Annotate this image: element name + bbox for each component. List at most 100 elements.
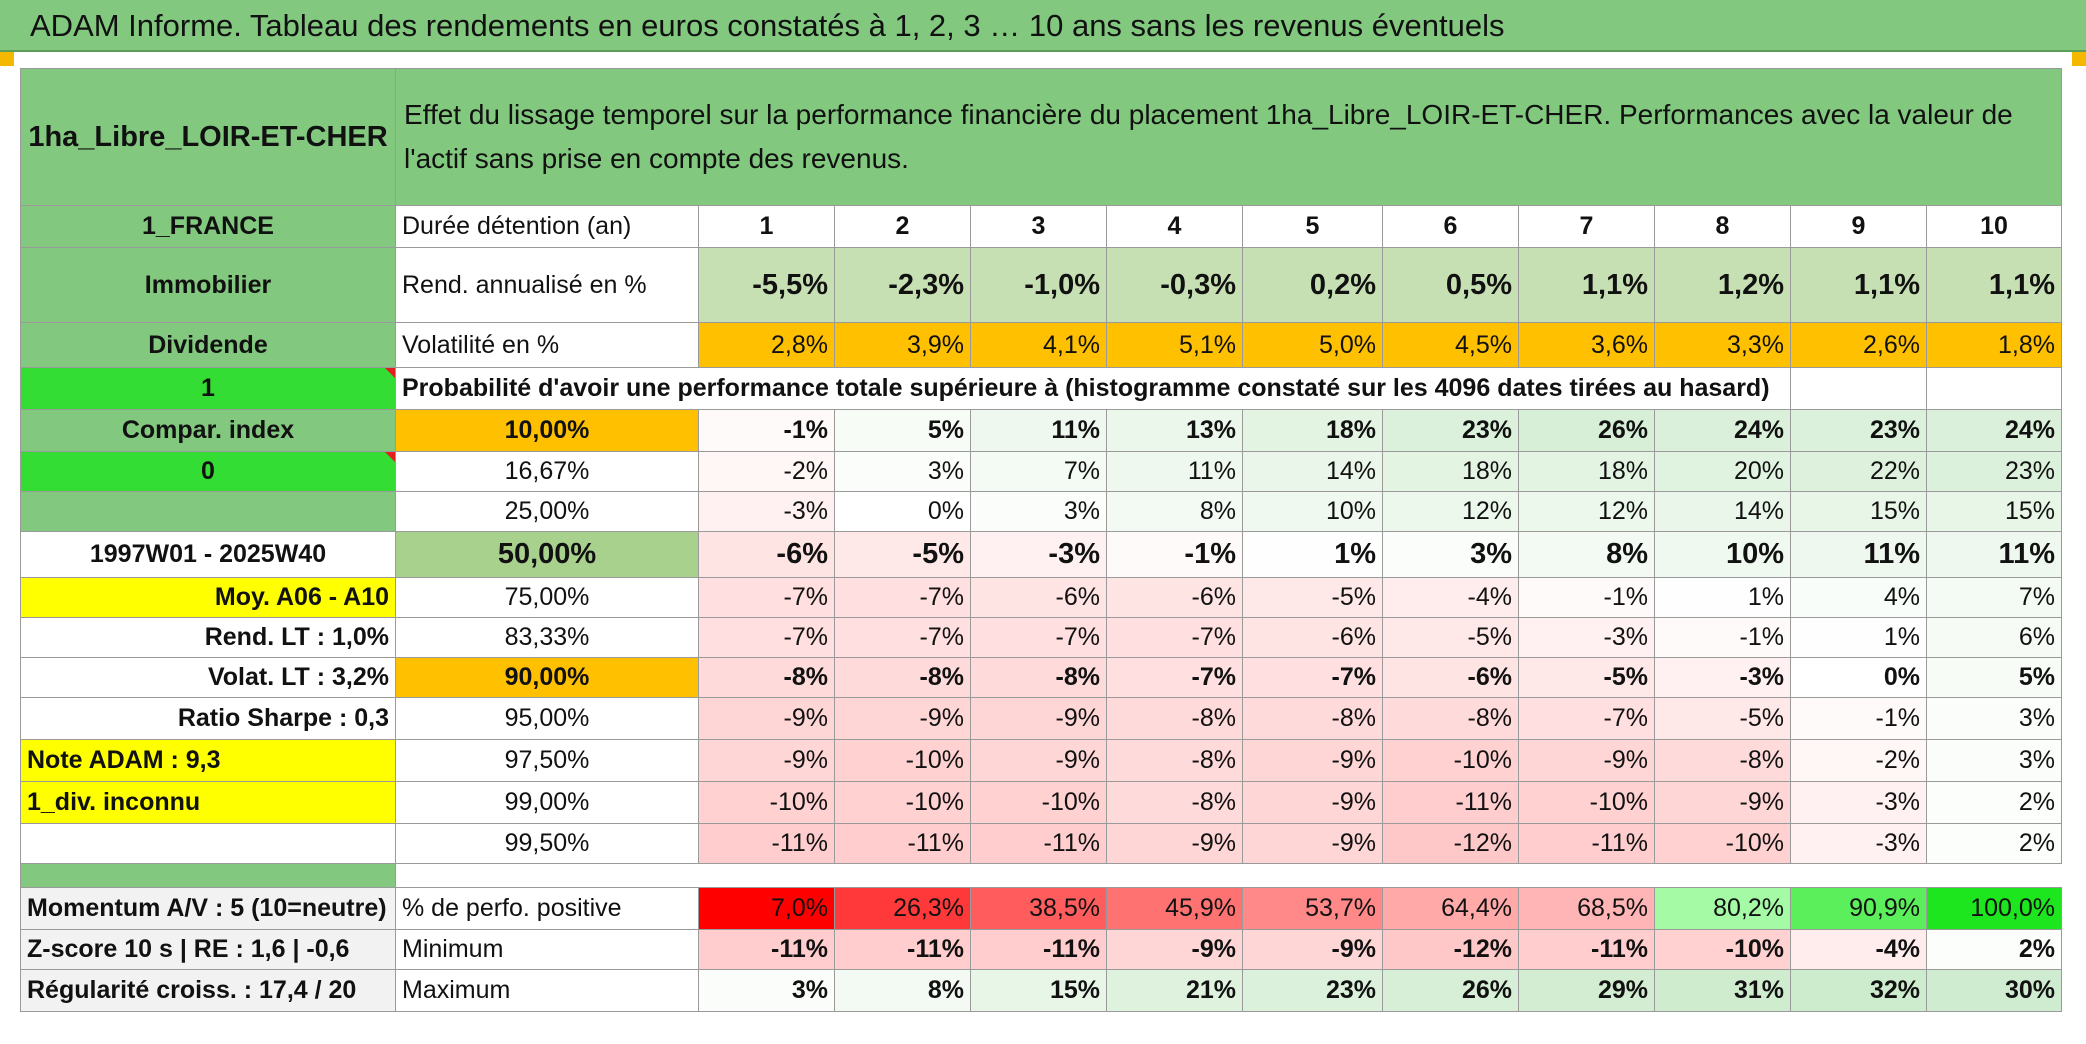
probability-threshold: 99,00% [395, 781, 699, 824]
probability-value: -5% [1518, 657, 1655, 698]
probability-value: -11% [1382, 781, 1519, 824]
probability-value: -10% [970, 781, 1107, 824]
probability-value: -7% [970, 617, 1107, 658]
positive-value: 80,2% [1654, 887, 1791, 930]
empty-cell [1926, 367, 2062, 410]
probability-value: -9% [1654, 781, 1791, 824]
probability-value: -3% [1518, 617, 1655, 658]
side-info-cell [20, 823, 396, 864]
vol-value: 1,8% [1926, 322, 2062, 368]
rend-label: Rend. annualisé en % [395, 247, 699, 323]
rend-value: 1,1% [1926, 247, 2062, 323]
probability-value: -8% [1382, 697, 1519, 740]
probability-value: 24% [1926, 409, 2062, 452]
positive-value: 53,7% [1242, 887, 1383, 930]
minimum-value: -12% [1382, 929, 1519, 970]
probability-value: -9% [970, 697, 1107, 740]
header-row: 1ha_Libre_LOIR-ET-CHER Effet du lissage … [20, 68, 2062, 206]
probability-value: 10% [1242, 491, 1383, 532]
probability-value: -11% [834, 823, 971, 864]
positive-value: 7,0% [698, 887, 835, 930]
probability-row: Rend. LT : 1,0% 83,33% -7% -7% -7% -7% -6% -5% -… [20, 617, 2062, 658]
probability-value: 22% [1790, 451, 1927, 492]
probability-value: -1% [1106, 531, 1243, 578]
probability-value: -7% [698, 617, 835, 658]
probability-value: -2% [698, 451, 835, 492]
vol-value: 4,1% [970, 322, 1107, 368]
vol-value: 5,1% [1106, 322, 1243, 368]
probability-value: 3% [834, 451, 971, 492]
probability-value: -7% [834, 577, 971, 618]
probability-value: 14% [1242, 451, 1383, 492]
probability-value: -5% [1654, 697, 1791, 740]
probability-value: -10% [1382, 739, 1519, 782]
probability-value: 5% [834, 409, 971, 452]
rend-value: 1,2% [1654, 247, 1791, 323]
minimum-value: -11% [1518, 929, 1655, 970]
rend-value: -5,5% [698, 247, 835, 323]
probability-value: 1% [1242, 531, 1383, 578]
rend-value: -2,3% [834, 247, 971, 323]
duration-row: 1_FRANCE Durée détention (an) 1 2 3 4 5 6 7 8 9 10 [20, 205, 2062, 248]
probability-value: -3% [1790, 781, 1927, 824]
probability-value: 24% [1654, 409, 1791, 452]
maximum-value: 8% [834, 969, 971, 1012]
corner-marker-left [0, 52, 14, 66]
probability-value: 1% [1790, 617, 1927, 658]
probability-row: Volat. LT : 3,2% 90,00% -8% -8% -8% -7% -7% -6%… [20, 657, 2062, 698]
probability-value: -3% [1654, 657, 1791, 698]
probability-value: -10% [698, 781, 835, 824]
vol-value: 3,3% [1654, 322, 1791, 368]
probability-value: -1% [1790, 697, 1927, 740]
probability-threshold: 16,67% [395, 451, 699, 492]
probability-value: 15% [1926, 491, 2062, 532]
probability-value: 0% [834, 491, 971, 532]
minimum-value: -11% [970, 929, 1107, 970]
probability-value: 7% [1926, 577, 2062, 618]
rend-value: -0,3% [1106, 247, 1243, 323]
probability-row: Note ADAM : 9,3 97,50% -9% -10% -9% -8% -9% -10… [20, 739, 2062, 782]
report-title: ADAM Informe. Tableau des rendements en … [30, 8, 1505, 43]
maximum-label: Maximum [395, 969, 699, 1012]
probability-value: -9% [970, 739, 1107, 782]
probability-value: -9% [1242, 739, 1383, 782]
probability-value: 2% [1926, 781, 2062, 824]
year-header: 4 [1106, 205, 1243, 248]
probability-value: 12% [1518, 491, 1655, 532]
probability-value: 15% [1790, 491, 1927, 532]
probability-value: -8% [1242, 697, 1383, 740]
minimum-value: -11% [834, 929, 971, 970]
flag-one-cell: 1 [20, 367, 396, 410]
probability-value: -7% [1242, 657, 1383, 698]
probability-value: -10% [834, 739, 971, 782]
probability-value: -6% [698, 531, 835, 578]
probability-value: -4% [1382, 577, 1519, 618]
vol-value: 3,6% [1518, 322, 1655, 368]
vol-value: 5,0% [1242, 322, 1383, 368]
positive-value: 45,9% [1106, 887, 1243, 930]
probability-threshold: 99,50% [395, 823, 699, 864]
probability-threshold: 75,00% [395, 577, 699, 618]
year-header: 10 [1926, 205, 2062, 248]
side-info-cell: Compar. index [20, 409, 396, 452]
probability-threshold: 95,00% [395, 697, 699, 740]
maximum-value: 26% [1382, 969, 1519, 1012]
income-type-label: Dividende [20, 322, 396, 368]
rend-value: 1,1% [1518, 247, 1655, 323]
probability-value: -6% [1106, 577, 1243, 618]
probability-value: 26% [1518, 409, 1655, 452]
probability-value: 11% [970, 409, 1107, 452]
rend-row: Immobilier Rend. annualisé en % -5,5% -2,3%… [20, 247, 2062, 323]
probability-value: 0% [1790, 657, 1927, 698]
asset-name-cell: 1ha_Libre_LOIR-ET-CHER [20, 68, 396, 206]
side-info-cell: Note ADAM : 9,3 [20, 739, 396, 782]
positive-value: 100,0% [1926, 887, 2062, 930]
minimum-label: Minimum [395, 929, 699, 970]
empty-cell [1790, 367, 1927, 410]
probability-title: Probabilité d'avoir une performance tota… [395, 367, 1791, 410]
probability-value: 3% [1926, 739, 2062, 782]
minimum-value: -11% [698, 929, 835, 970]
probability-value: -8% [834, 657, 971, 698]
probability-row: 1997W01 - 2025W40 50,00% -6% -5% -3% -1% 1% 3% 8… [20, 531, 2062, 578]
side-info-cell: 1_div. inconnu [20, 781, 396, 824]
